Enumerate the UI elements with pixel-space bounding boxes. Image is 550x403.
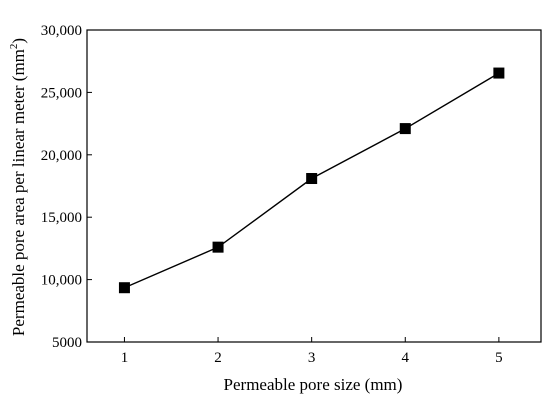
plot-border (86, 29, 542, 343)
x-axis-title: Permeable pore size (mm) (224, 375, 403, 394)
x-tick-label: 1 (121, 350, 129, 366)
y-axis: 5000 10,000 15,000 20,000 25,000 30,000 (41, 23, 92, 351)
x-tick-label: 3 (308, 350, 316, 366)
x-tick-label: 5 (495, 350, 503, 366)
y-axis-title-close: ) (9, 38, 28, 44)
data-point (118, 282, 130, 294)
y-axis-title: Permeable pore area per linear meter (mm… (8, 38, 28, 336)
series-line (118, 67, 505, 294)
y-tick-label: 20,000 (41, 148, 82, 164)
y-tick-label: 30,000 (41, 23, 82, 39)
y-tick-label: 5000 (52, 335, 82, 351)
plot-frame (86, 29, 542, 343)
y-tick-label: 15,000 (41, 210, 82, 226)
x-tick-label: 4 (402, 350, 410, 366)
y-tick-label: 25,000 (41, 85, 82, 101)
data-point (306, 173, 318, 185)
x-tick-label: 2 (214, 350, 222, 366)
data-point (399, 123, 411, 135)
x-axis: 1 2 3 4 5 (121, 337, 503, 366)
data-point (212, 241, 224, 253)
y-axis-title-superscript: 2 (8, 44, 20, 50)
data-point (493, 67, 505, 79)
y-axis-title-main: Permeable pore area per linear meter (mm (9, 49, 28, 336)
y-tick-label: 10,000 (41, 273, 82, 289)
